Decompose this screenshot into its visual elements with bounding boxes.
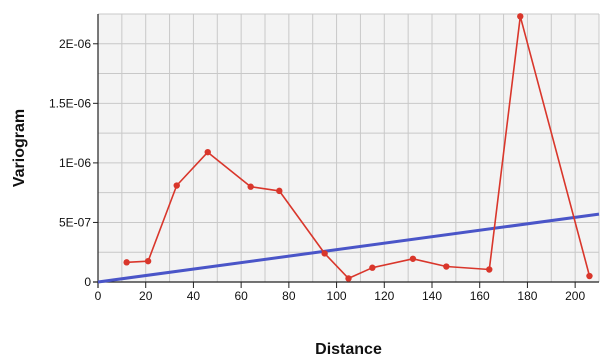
x-tick-label: 200 <box>565 289 585 303</box>
data-point <box>123 259 130 266</box>
x-tick-label: 120 <box>374 289 394 303</box>
axes <box>93 14 599 288</box>
y-tick-label: 1.5E-06 <box>49 96 91 110</box>
data-point <box>517 13 524 20</box>
x-tick-label: 20 <box>139 289 153 303</box>
x-tick-label: 60 <box>234 289 248 303</box>
data-point <box>321 250 328 257</box>
x-tick-label: 180 <box>517 289 537 303</box>
y-tick-label: 2E-06 <box>59 37 91 51</box>
data-point <box>247 183 254 190</box>
x-tick-label: 40 <box>187 289 201 303</box>
x-axis-title: Distance <box>315 341 382 358</box>
data-point <box>345 275 352 282</box>
x-tick-label: 80 <box>282 289 296 303</box>
x-tick-label: 0 <box>95 289 102 303</box>
data-point <box>409 255 417 262</box>
model-variogram-line <box>97 212 600 284</box>
data-point <box>276 187 283 195</box>
x-tick-label: 100 <box>327 289 347 303</box>
data-series <box>97 13 600 284</box>
data-point <box>144 257 152 265</box>
data-point <box>486 266 493 273</box>
data-point <box>369 264 376 271</box>
experimental-variogram-line <box>126 15 591 280</box>
plot-area <box>98 14 599 282</box>
data-point <box>204 148 211 156</box>
y-tick-label: 5E-07 <box>59 215 91 229</box>
y-tick-label: 0 <box>84 275 91 289</box>
data-point <box>443 263 450 270</box>
x-tick-label: 160 <box>470 289 490 303</box>
x-tick-label: 140 <box>422 289 442 303</box>
data-point <box>173 182 180 189</box>
y-axis-title: Variogram <box>11 109 28 187</box>
data-point <box>586 272 593 280</box>
y-tick-label: 1E-06 <box>59 156 91 170</box>
tick-labels: 0 20 40 60 80 100 120 140 160 180 200 0 5E-07 1E-06 1.… <box>49 37 586 303</box>
